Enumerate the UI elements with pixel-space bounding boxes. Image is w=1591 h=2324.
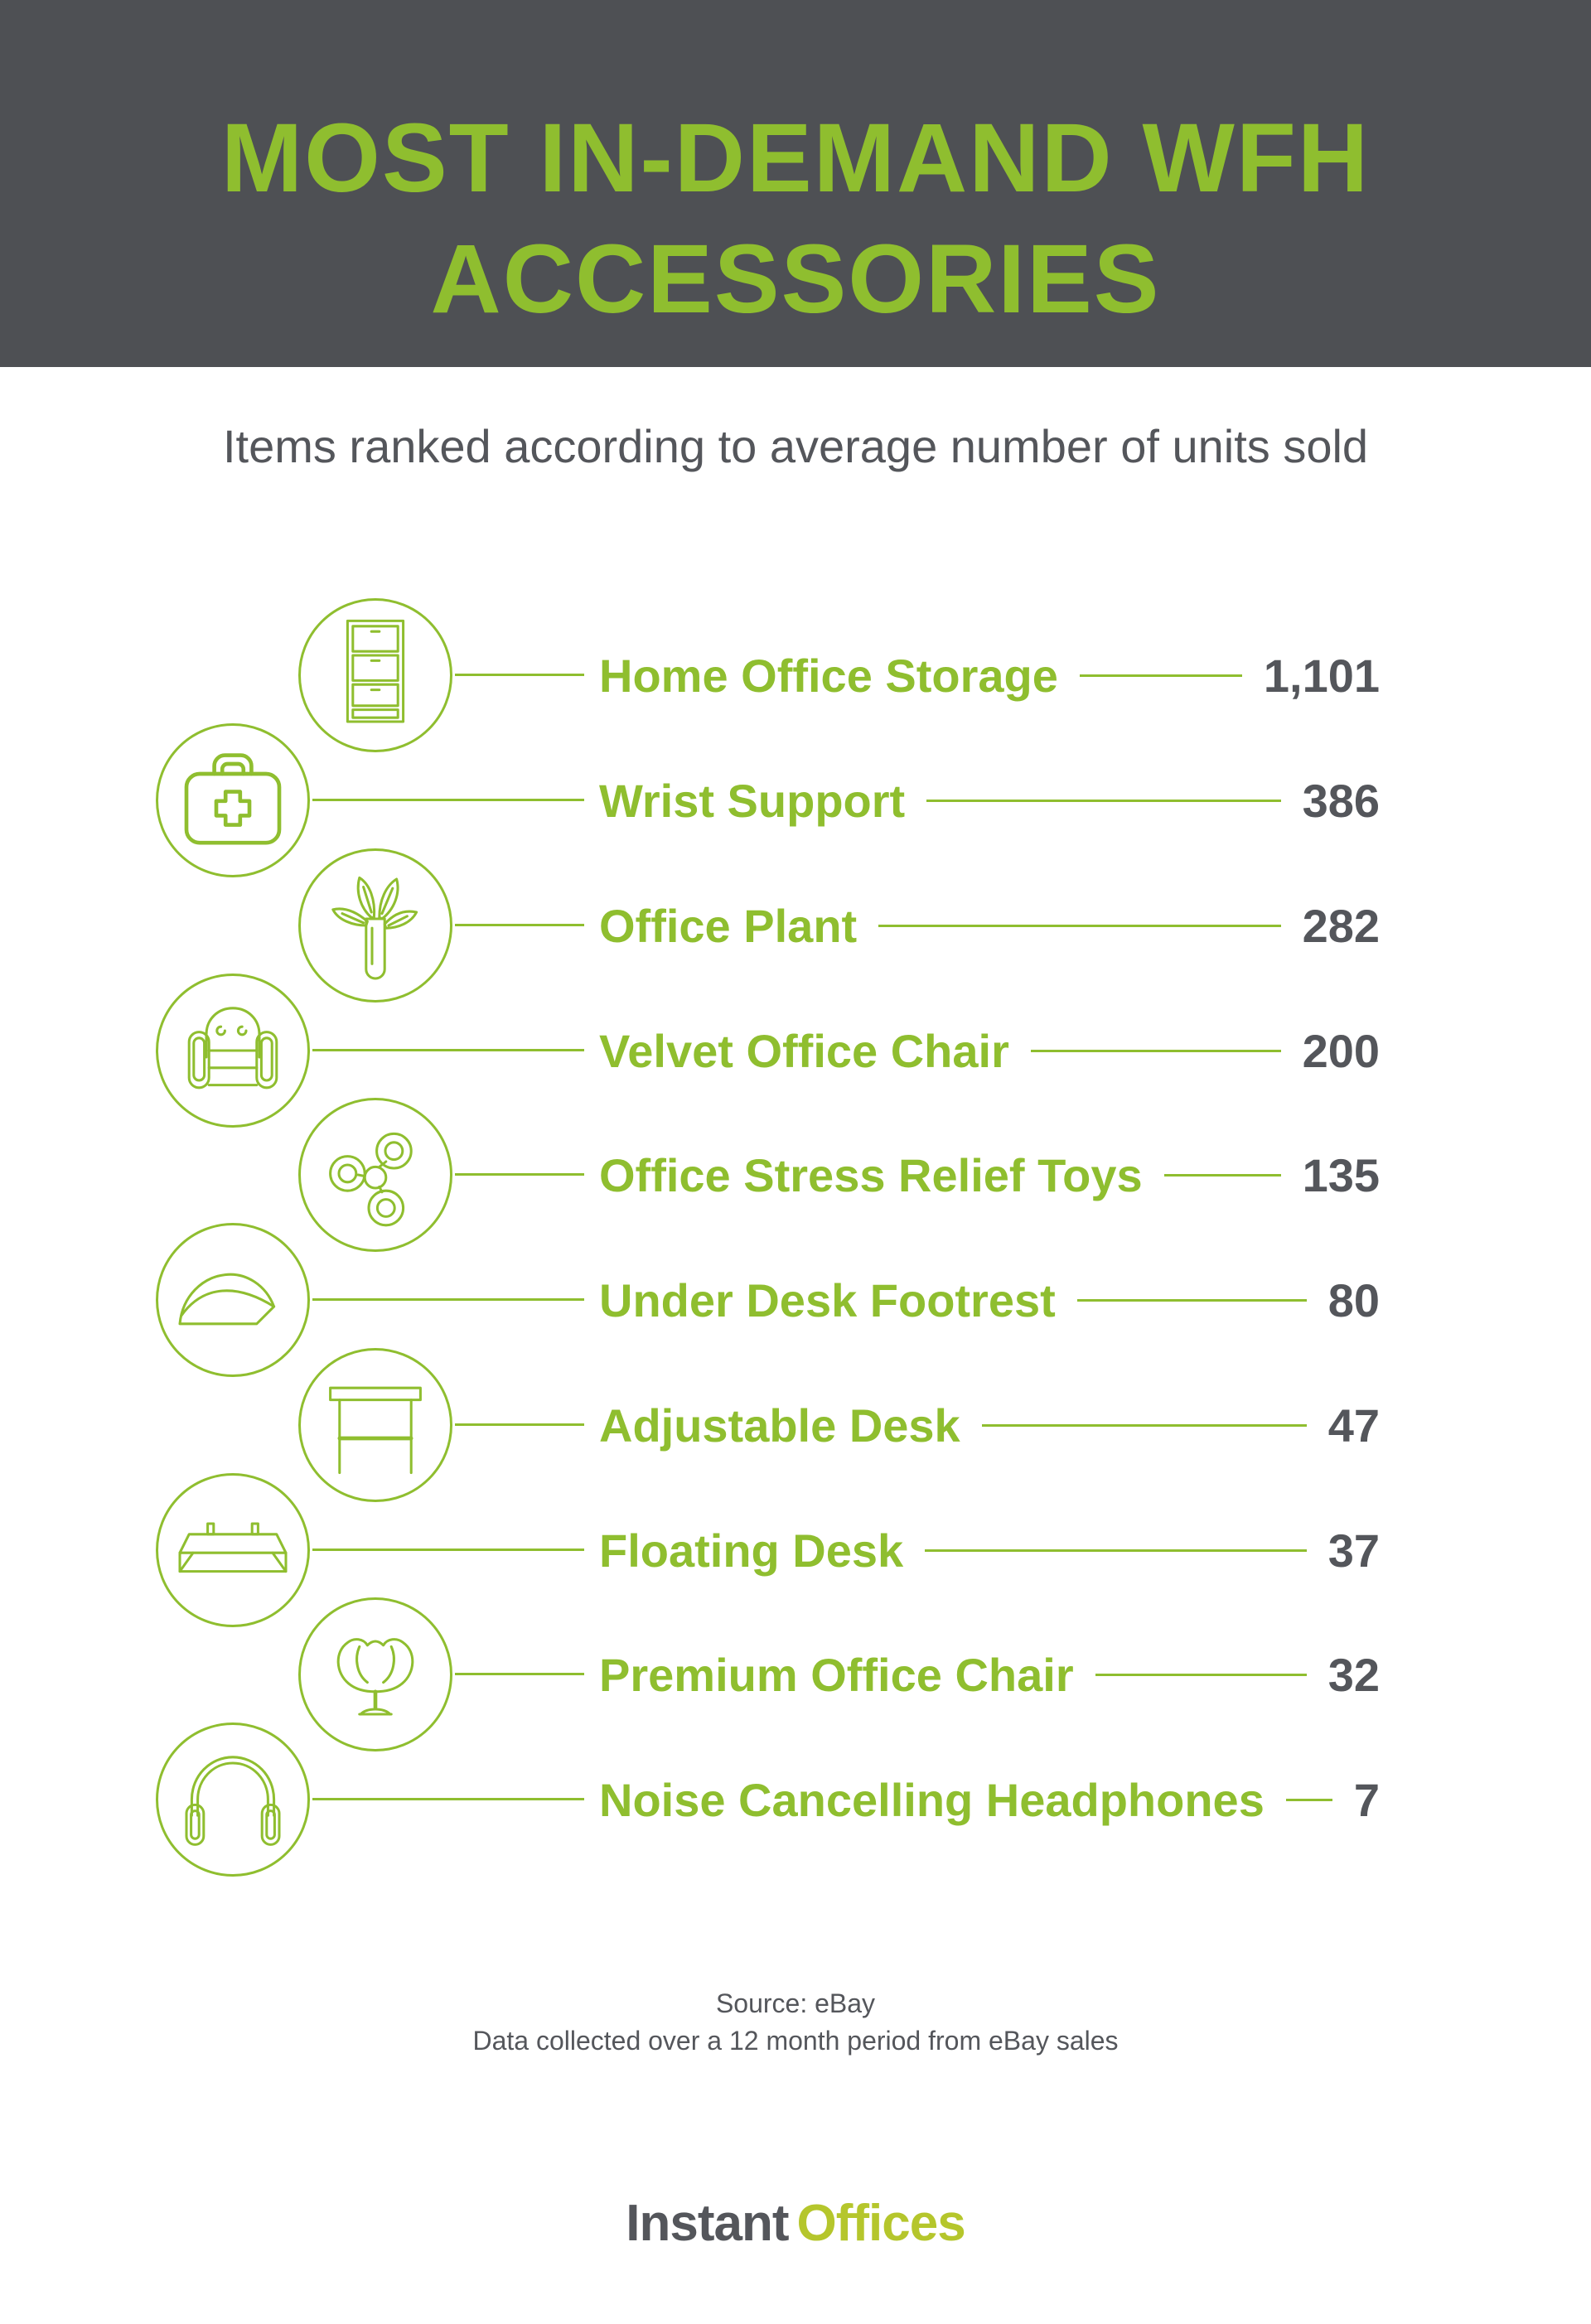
item-icon-circle [156,1722,310,1877]
item-icon-circle [156,1473,310,1627]
connector-line [312,1549,584,1551]
list-item: Office Stress Relief Toys 135 [0,1098,1591,1252]
item-label: Under Desk Footrest [599,1273,1056,1326]
footer-note: Data collected over a 12 month period fr… [472,2026,1119,2056]
list-item: Velvet Office Chair 200 [0,974,1591,1128]
connector-line [1076,1298,1307,1302]
item-value: 135 [1302,1148,1380,1201]
item-icon-circle [298,1597,452,1751]
connector-line [312,1798,584,1800]
item-value: 200 [1302,1024,1380,1077]
list-item: Adjustable Desk 47 [0,1348,1591,1502]
footer-source: Source: eBay [715,1988,876,2018]
connector-line [878,924,1281,927]
floating-desk-icon [178,1522,288,1573]
fidget-spinner-icon [329,1132,413,1227]
armchair-icon [187,1007,278,1090]
desk-icon [329,1386,422,1475]
connector-line [1285,1798,1332,1801]
list-item: Floating Desk 37 [0,1473,1591,1627]
page-title: MOST IN-DEMAND WFH ACCESSORIES [0,98,1591,340]
subtitle: Items ranked according to average number… [222,420,1369,472]
logo-text-offices: Offices [796,2195,966,2252]
connector-line [312,1049,584,1051]
item-label: Premium Office Chair [599,1648,1074,1701]
connector-line [925,1549,1307,1552]
item-icon-circle [156,974,310,1128]
connector-line [455,1423,584,1426]
first-aid-kit-icon [184,753,282,845]
headphones-icon [185,1756,281,1846]
list-item: Home Office Storage 1,101 [0,598,1591,752]
connector-line [1095,1673,1307,1676]
item-icon-circle [298,848,452,1003]
connector-line [312,1298,584,1301]
item-label: Home Office Storage [599,649,1058,702]
list-item: Premium Office Chair 32 [0,1597,1591,1751]
page-title-line1: MOST IN-DEMAND WFH [220,104,1371,213]
filing-cabinet-icon [346,619,405,723]
footrest-icon [178,1273,276,1326]
item-value: 7 [1353,1773,1380,1826]
page-title-line2: ACCESSORIES [430,225,1161,334]
swan-chair-icon [336,1638,414,1716]
connector-line [455,924,584,926]
connector-line [926,799,1281,802]
connector-line [1163,1173,1281,1176]
connector-line [455,1673,584,1675]
list-item: Wrist Support 386 [0,723,1591,877]
list-item: Under Desk Footrest 80 [0,1223,1591,1377]
item-icon-circle [156,1223,310,1377]
item-label: Floating Desk [599,1524,904,1577]
office-plant-icon [331,876,418,980]
connector-line [312,799,584,801]
item-icon-circle [298,1348,452,1502]
connector-line [455,1173,584,1176]
header-banner: MOST IN-DEMAND WFH ACCESSORIES [0,0,1591,367]
item-value: 1,101 [1263,649,1380,702]
list-item: Noise Cancelling Headphones 7 [0,1722,1591,1877]
item-value: 47 [1327,1399,1380,1452]
connector-line [1079,674,1242,677]
item-label: Noise Cancelling Headphones [599,1773,1265,1826]
logo-text-instant: Instant [626,2195,789,2252]
item-icon-circle [298,598,452,752]
item-label: Adjustable Desk [599,1399,960,1452]
connector-line [981,1423,1307,1427]
instant-offices-logo: Instant Offices [0,2195,1591,2252]
list-item: Office Plant 282 [0,848,1591,1003]
item-label: Office Stress Relief Toys [599,1148,1143,1201]
item-icon-circle [298,1098,452,1252]
item-icon-circle [156,723,310,877]
item-value: 37 [1327,1524,1380,1577]
item-value: 282 [1302,899,1380,952]
item-label: Office Plant [599,899,858,952]
item-value: 80 [1327,1273,1380,1326]
item-value: 386 [1302,774,1380,827]
item-value: 32 [1327,1648,1380,1701]
item-label: Velvet Office Chair [599,1024,1009,1077]
footer: Source: eBay Data collected over a 12 mo… [0,1985,1591,2060]
connector-line [455,674,584,676]
item-label: Wrist Support [599,774,906,827]
connector-line [1030,1049,1281,1052]
